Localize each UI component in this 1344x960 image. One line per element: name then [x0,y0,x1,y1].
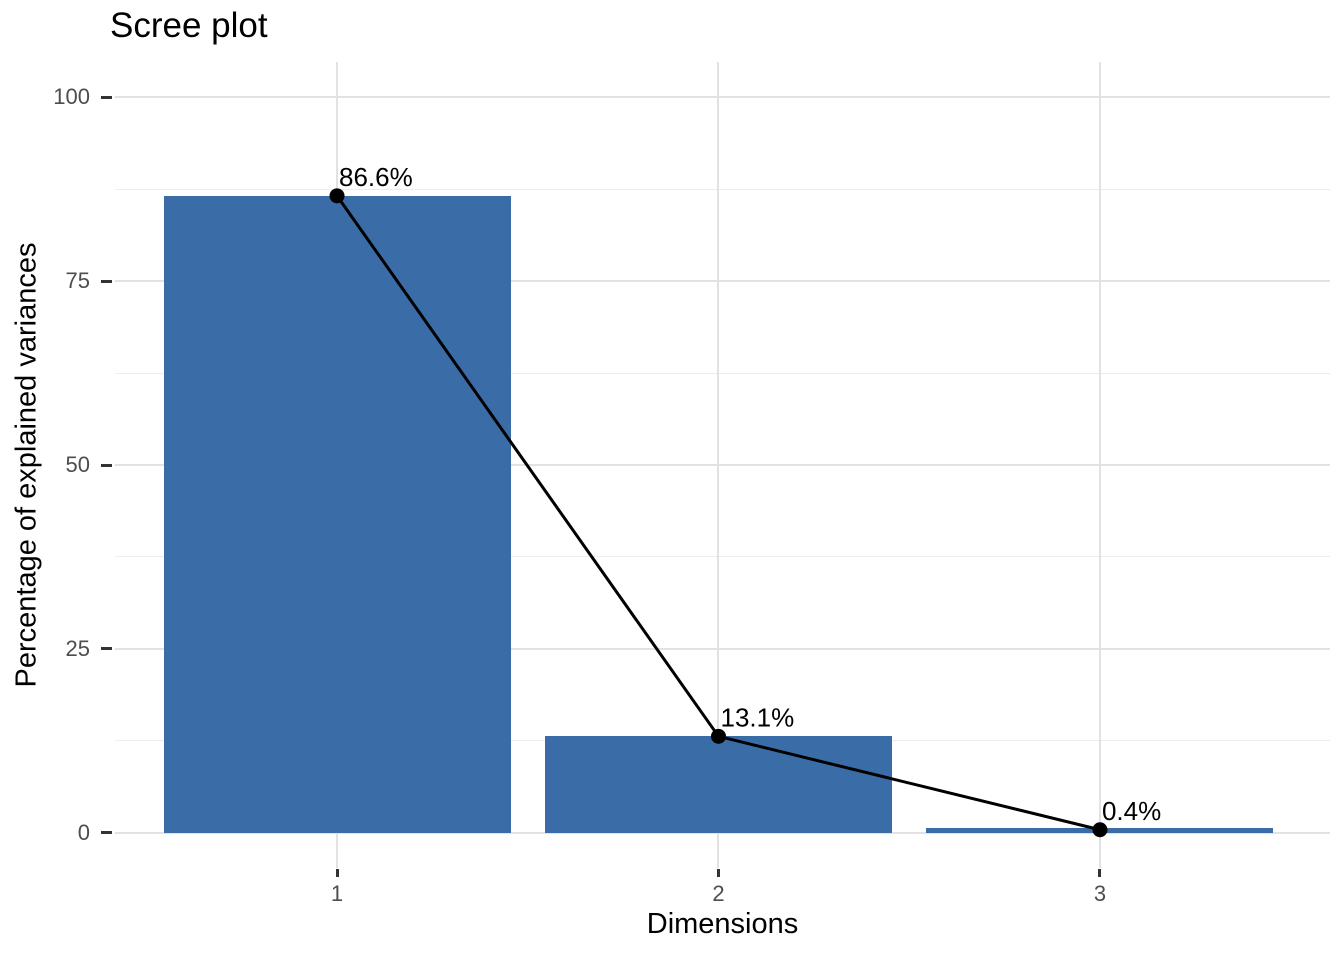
vertical-gridline [1098,62,1101,868]
minor-gridline [115,556,1330,558]
y-axis-tick-mark [101,463,112,467]
y-axis-tick-mark [101,279,112,283]
y-tick-label: 75 [65,268,90,294]
x-axis-tick-mark [716,869,720,877]
point-value-label: 0.4% [1102,796,1161,826]
point-value-label: 86.6% [339,162,413,192]
data-point [710,728,726,744]
scree-line-overlay: 86.6% 13.1% 0.4% [329,162,1161,838]
plot-panel: 86.6% 13.1% 0.4% [115,62,1330,868]
y-tick-label: 50 [65,452,90,477]
x-tick-label: 2 [712,881,725,906]
major-gridline [115,464,1330,466]
minor-gridline [115,188,1330,190]
data-point [1092,822,1108,838]
minor-gridline [115,372,1330,374]
vertical-gridline [717,62,720,868]
major-gridline [115,647,1330,650]
major-gridline [115,831,1330,834]
y-axis-tick-mark [101,647,112,651]
x-axis-title: Dimensions [646,908,799,940]
x-axis-tick-mark [335,869,339,877]
variance-bar [544,736,892,833]
chart-title: Scree plot [110,6,268,45]
x-tick-label: 3 [1093,881,1107,906]
major-gridline [115,280,1330,283]
y-axis-tick-mark [101,831,112,835]
y-tick-label: 0 [77,819,90,845]
y-tick-label: 100 [53,84,90,110]
point-value-label: 13.1% [720,702,794,732]
y-tick-label: 25 [65,635,90,661]
variance-bar [163,195,511,833]
x-axis-tick-mark [1098,869,1102,877]
major-gridline [115,96,1330,99]
data-point [329,188,345,204]
x-tick-label: 1 [330,881,344,906]
y-axis-tick-mark [101,95,112,99]
